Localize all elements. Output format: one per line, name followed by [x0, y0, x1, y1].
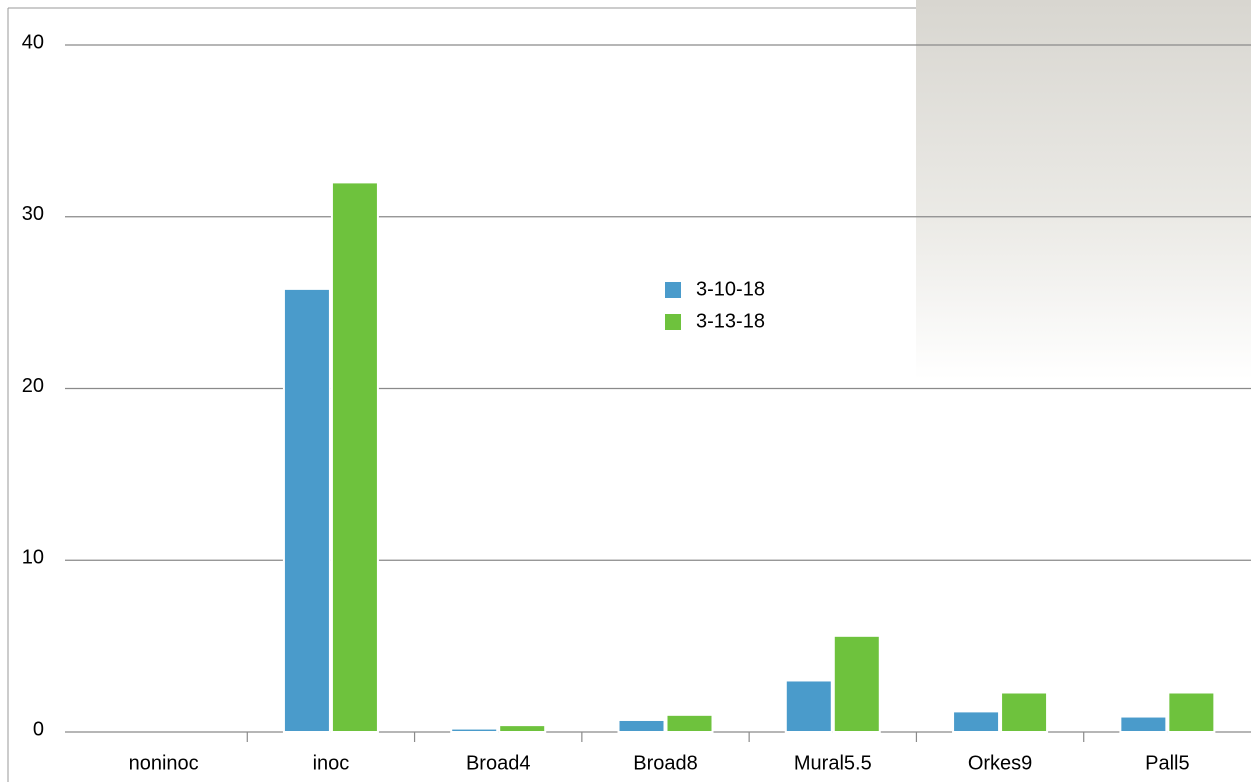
bar: [665, 713, 714, 734]
x-tick-label: Broad8: [633, 752, 698, 774]
background-photo: [916, 0, 1251, 380]
bar: [1000, 691, 1049, 733]
x-tick-label: noninoc: [129, 752, 199, 774]
legend-swatch: [665, 314, 681, 330]
legend-swatch: [665, 282, 681, 298]
bar: [832, 634, 881, 734]
x-tick-label: Orkes9: [968, 752, 1032, 774]
y-tick-label: 10: [22, 547, 44, 569]
x-tick-label: Pall5: [1145, 752, 1189, 774]
bar: [498, 724, 547, 734]
legend-label: 3-13-18: [696, 310, 765, 332]
bar: [330, 181, 379, 733]
y-tick-label: 40: [22, 31, 44, 53]
y-tick-label: 20: [22, 375, 44, 397]
x-tick-label: inoc: [313, 752, 350, 774]
y-tick-label: 30: [22, 203, 44, 225]
bar: [1167, 691, 1216, 733]
legend: 3-10-18 3-13-18: [665, 278, 765, 332]
bar: [617, 718, 666, 733]
bar: [784, 679, 833, 733]
x-tick-label: Mural5.5: [794, 752, 872, 774]
y-tick-label: 0: [33, 718, 44, 740]
x-tick-label: Broad4: [466, 752, 531, 774]
bar: [282, 287, 331, 733]
bar: [952, 710, 1001, 734]
legend-label: 3-10-18: [696, 278, 765, 300]
bar: [450, 727, 499, 734]
bar: [1119, 715, 1168, 733]
